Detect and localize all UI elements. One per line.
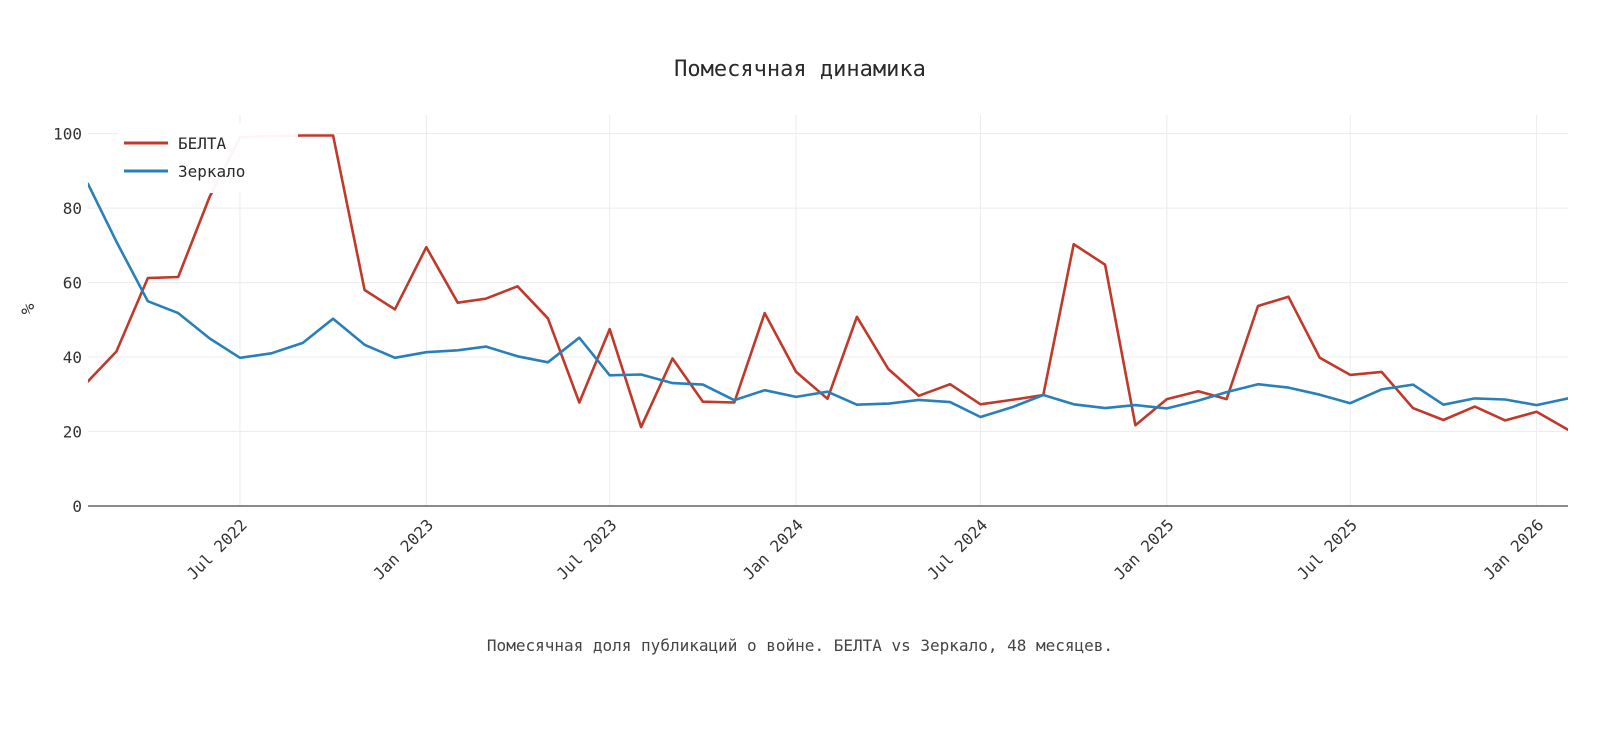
axes: 0 20 40 60 80 100 Jul 2022 Jan 2023 Jul 2023 Jan …	[53, 125, 1568, 583]
y-tick-label: 40	[63, 348, 82, 367]
y-tick-label: 20	[63, 423, 82, 442]
y-axis-label: %	[18, 303, 39, 314]
x-tick-label: Jan 2026	[1479, 515, 1547, 583]
series-line-belta	[88, 134, 1568, 432]
x-tick-label: Jul 2023	[553, 515, 621, 583]
x-tick-label: Jan 2024	[739, 515, 807, 583]
x-tick-label: Jan 2023	[369, 515, 437, 583]
x-tick-label: Jul 2022	[183, 515, 251, 583]
legend[interactable]: БЕЛТА Зеркало	[118, 123, 298, 193]
y-tick-label: 100	[53, 125, 82, 144]
series-line-zerkalo	[88, 182, 1568, 419]
legend-label: Зеркало	[178, 162, 245, 181]
gridlines	[88, 115, 1568, 506]
y-tick-label: 80	[63, 199, 82, 218]
y-tick-label: 60	[63, 274, 82, 293]
x-tick-label: Jan 2025	[1110, 515, 1178, 583]
series-lines	[88, 134, 1568, 432]
y-tick-label: 0	[72, 497, 82, 516]
x-tick-label: Jul 2024	[923, 515, 991, 583]
x-tick-label: Jul 2025	[1293, 515, 1361, 583]
chart-title: Помесячная динамика	[674, 57, 926, 82]
legend-background	[118, 123, 298, 193]
legend-label: БЕЛТА	[178, 134, 227, 153]
chart-caption: Помесячная доля публикаций о войне. БЕЛТ…	[486, 636, 1114, 655]
